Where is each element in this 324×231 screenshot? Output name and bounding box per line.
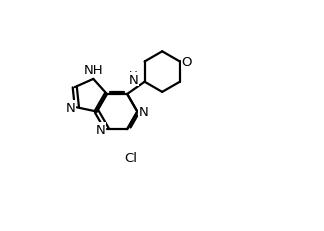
Text: H: H bbox=[129, 70, 138, 83]
Text: NH: NH bbox=[84, 64, 103, 77]
Text: Cl: Cl bbox=[124, 152, 137, 165]
Text: O: O bbox=[181, 56, 192, 69]
Text: N: N bbox=[65, 101, 75, 114]
Text: N: N bbox=[129, 73, 138, 86]
Text: N: N bbox=[96, 123, 106, 136]
Text: N: N bbox=[138, 106, 148, 119]
